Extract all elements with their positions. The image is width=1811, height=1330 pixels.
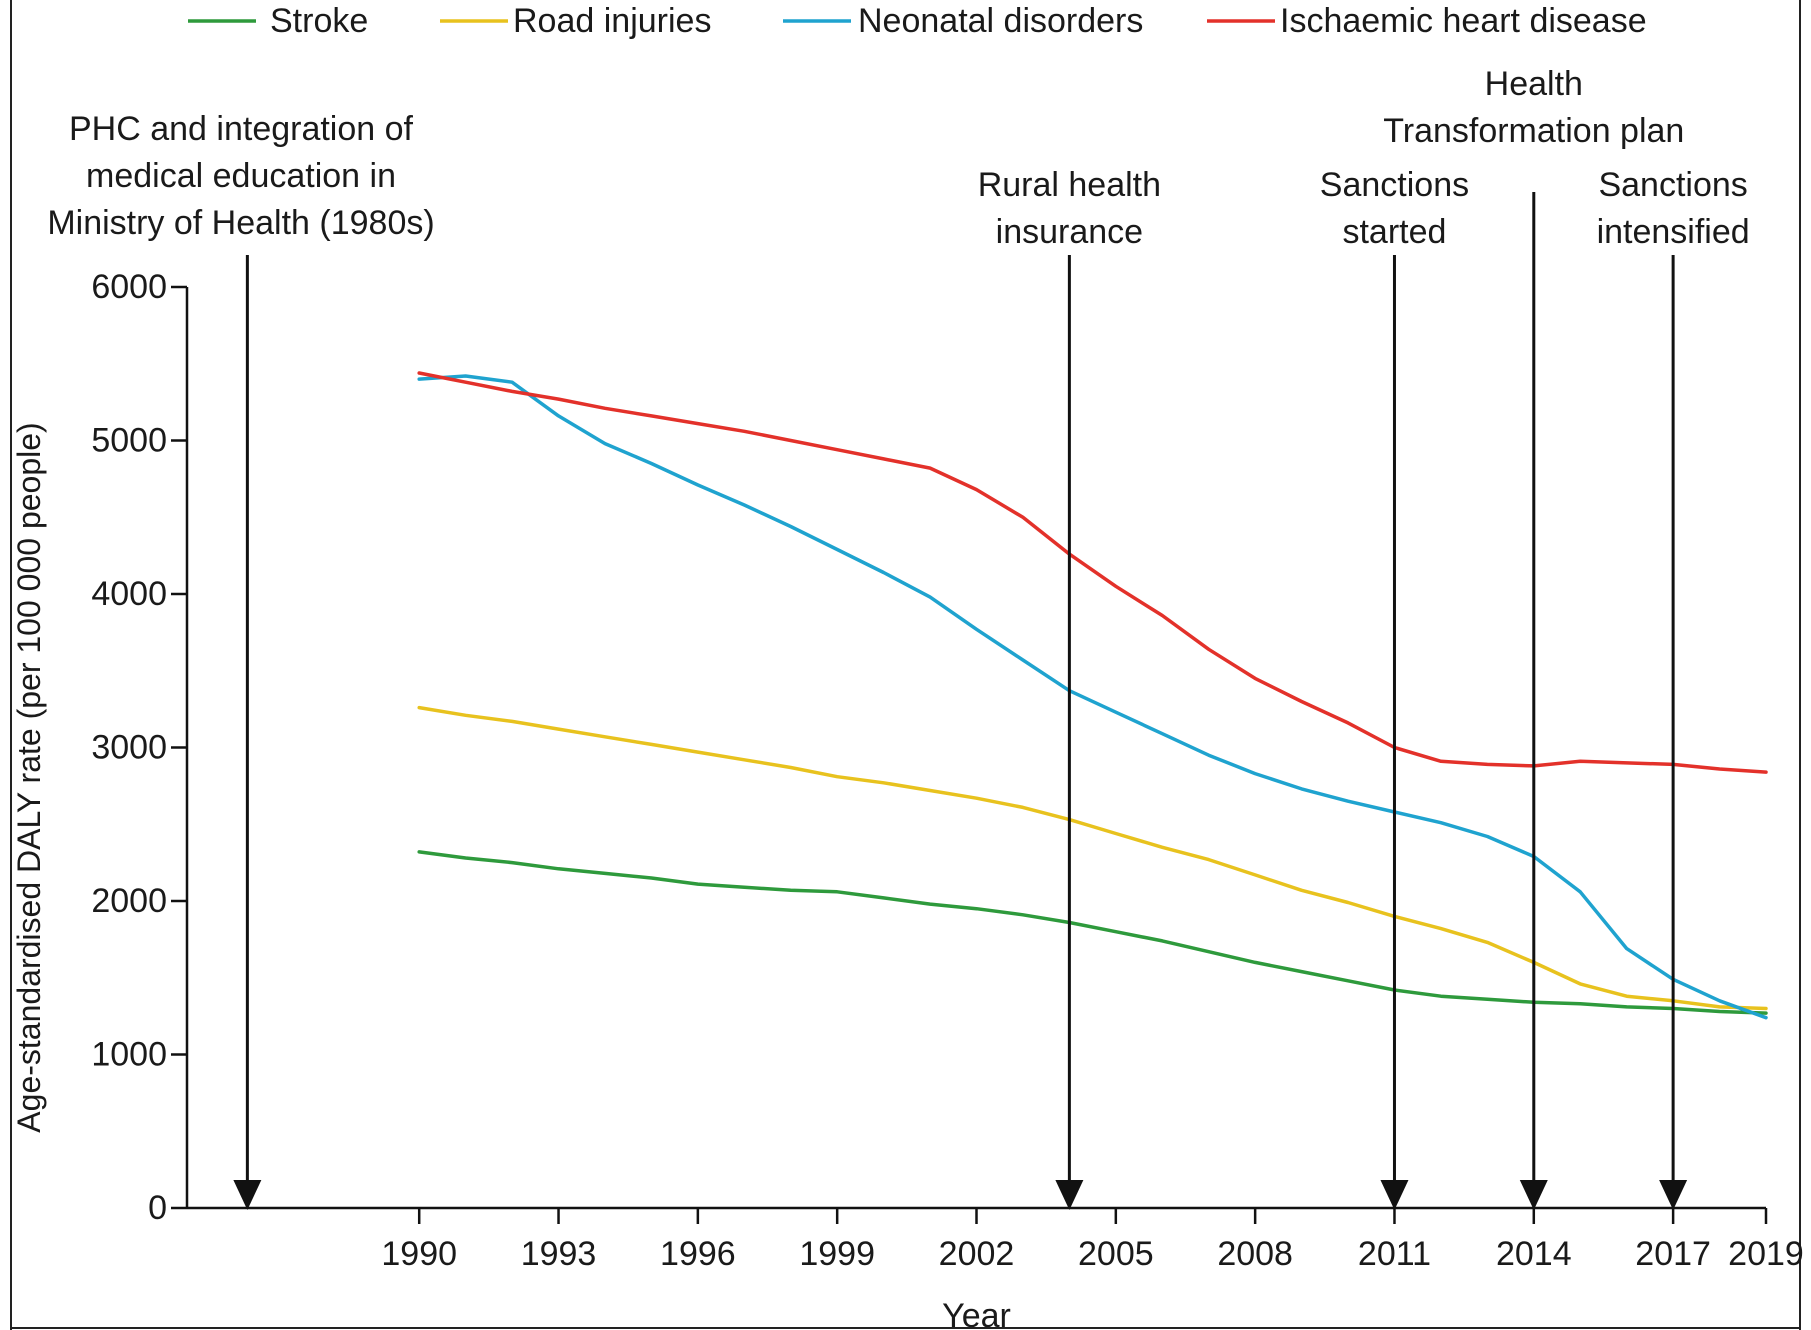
legend-label: Ischaemic heart disease [1280,2,1647,40]
x-tick-label: 1993 [521,1235,597,1273]
series-line-neonatal-disorders [417,374,1768,1020]
x-tick-label: 2005 [1078,1235,1154,1273]
y-tick-label: 3000 [91,729,167,767]
annotation-label: Ministry of Health (1980s) [47,204,434,242]
legend-label: Stroke [270,2,368,40]
annotation-label: started [1342,213,1446,251]
annotation-label: Transformation plan [1383,112,1684,150]
annotation-label: medical education in [86,157,396,195]
x-tick-label: 2008 [1217,1235,1293,1273]
y-axis-title: Age-standardised DALY rate (per 100 000 … [11,422,47,1132]
x-tick-label: 2002 [939,1235,1015,1273]
annotation-arrow-head [1055,1180,1084,1210]
annotation-arrow-head [1659,1180,1688,1210]
x-tick-label: 2011 [1358,1235,1431,1273]
x-tick-label: 1996 [660,1235,736,1273]
annotation-arrow-head [1380,1180,1409,1210]
series-line-ischaemic-heart-disease [417,371,1768,774]
y-tick-label: 4000 [91,575,167,613]
y-tick-label: 0 [148,1189,167,1227]
annotation-label: Sanctions [1598,166,1747,204]
series-line-road-injuries [417,705,1768,1011]
y-tick-label: 2000 [91,882,167,920]
y-tick-label: 1000 [91,1036,167,1074]
annotation-label: PHC and integration of [69,110,414,148]
x-tick-label: 2019 [1728,1235,1804,1273]
series-line-stroke [417,850,1768,1015]
annotation-label: intensified [1597,213,1750,251]
annotation-label: Rural health [978,166,1161,204]
annotation-arrow-head [1519,1180,1548,1210]
x-axis-title: Year [942,1297,1011,1330]
x-tick-label: 1990 [381,1235,457,1273]
x-tick-label: 2014 [1496,1235,1572,1273]
annotation-label: Sanctions [1320,166,1469,204]
annotation-label: Health [1485,65,1583,103]
y-tick-label: 5000 [91,422,167,460]
x-tick-label: 2017 [1635,1235,1711,1273]
legend-label: Neonatal disorders [858,2,1143,40]
y-tick-label: 6000 [91,268,167,306]
annotation-label: insurance [996,213,1143,251]
annotation-arrow-head [233,1180,262,1210]
legend-label: Road injuries [513,2,711,40]
x-tick-label: 1999 [799,1235,875,1273]
